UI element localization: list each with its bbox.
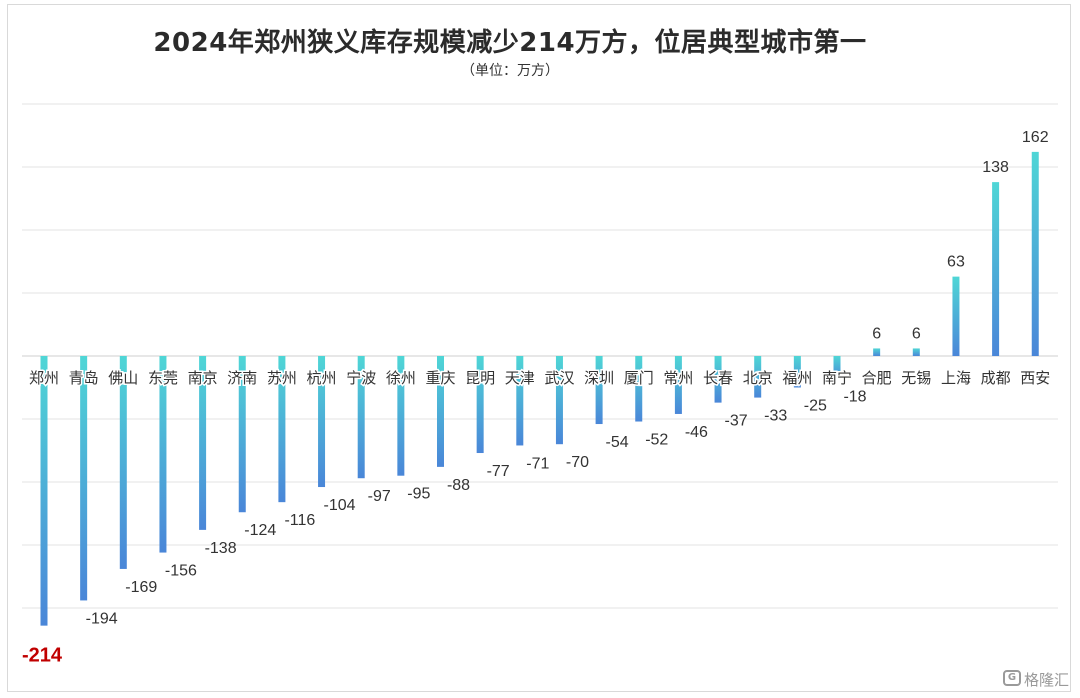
bar-22 xyxy=(912,348,920,356)
tick-label-1: 青岛 xyxy=(69,369,99,387)
bar-23 xyxy=(952,276,960,356)
tick-label-9: 徐州 xyxy=(386,369,416,387)
data-label-24: 138 xyxy=(982,159,1009,176)
data-label-1: -194 xyxy=(86,610,118,627)
tick-label-24: 成都 xyxy=(981,369,1011,387)
watermark-logo-icon: G xyxy=(1003,670,1021,686)
data-label-7: -104 xyxy=(324,497,356,514)
tick-label-3: 东莞 xyxy=(148,369,178,387)
data-label-5: -124 xyxy=(244,522,276,539)
data-label-2: -169 xyxy=(125,579,157,596)
bar-25 xyxy=(1031,151,1039,356)
tick-label-0: 郑州 xyxy=(29,369,59,387)
bar-9 xyxy=(397,356,405,476)
data-labels: -214 -194 -169 -156 -138 -124 -116 -104 -97 -95 -8… xyxy=(22,129,1049,667)
tick-label-11: 昆明 xyxy=(465,369,495,387)
tick-label-10: 重庆 xyxy=(425,369,455,387)
tick-label-8: 宁波 xyxy=(346,369,376,387)
data-label-25: 162 xyxy=(1022,129,1049,146)
data-label-16: -46 xyxy=(685,424,708,441)
data-label-17: -37 xyxy=(724,413,747,430)
bar-1 xyxy=(80,356,88,601)
data-label-21: 6 xyxy=(872,325,881,342)
bar-11 xyxy=(476,356,484,454)
bar-12 xyxy=(516,356,524,446)
tick-label-15: 厦门 xyxy=(624,369,654,387)
bar-3 xyxy=(159,356,167,553)
data-label-15: -52 xyxy=(645,432,668,449)
bar-6 xyxy=(278,356,286,503)
tick-label-14: 深圳 xyxy=(584,369,614,387)
tick-label-23: 上海 xyxy=(941,369,971,387)
bar-5 xyxy=(238,356,246,513)
tick-label-4: 南京 xyxy=(188,369,218,387)
bar-16 xyxy=(674,356,682,414)
data-label-8: -97 xyxy=(368,488,391,505)
data-label-0: -214 xyxy=(22,645,63,667)
data-label-11: -77 xyxy=(487,463,510,480)
bar-8 xyxy=(357,356,365,479)
tick-label-22: 无锡 xyxy=(901,369,931,387)
bar-4 xyxy=(199,356,207,530)
chart-unit-label: （单位：万方） xyxy=(461,63,559,79)
tick-label-13: 武汉 xyxy=(544,369,574,387)
watermark-text: 格隆汇 xyxy=(1024,671,1070,689)
data-label-10: -88 xyxy=(447,477,470,494)
bar-17 xyxy=(714,356,722,403)
bar-7 xyxy=(318,356,326,488)
bar-15 xyxy=(635,356,643,422)
bar-0 xyxy=(40,356,48,626)
tick-label-16: 常州 xyxy=(663,369,693,387)
category-tick-labels: 郑州 青岛 佛山 东莞 南京 济南 苏州 杭州 宁波 徐州 重庆 昆明 天津 武汉 深圳 厦门 常州 长春 北京 福州… xyxy=(27,368,1051,389)
data-label-19: -25 xyxy=(804,398,827,415)
data-label-23: 63 xyxy=(947,254,965,271)
bar-24 xyxy=(992,182,1000,356)
data-label-22: 6 xyxy=(912,325,921,342)
tick-label-25: 西安 xyxy=(1020,369,1050,387)
tick-label-6: 苏州 xyxy=(267,369,297,387)
tick-label-12: 天津 xyxy=(505,369,535,387)
bar-14 xyxy=(595,356,603,425)
data-label-4: -138 xyxy=(205,540,237,557)
tick-label-20: 南宁 xyxy=(822,369,852,387)
bar-21 xyxy=(873,348,881,356)
data-label-20: -18 xyxy=(843,389,866,406)
tick-label-21: 合肥 xyxy=(862,369,892,387)
data-label-14: -54 xyxy=(606,434,629,451)
tick-label-2: 佛山 xyxy=(108,369,138,387)
data-label-18: -33 xyxy=(764,408,787,425)
bar-20 xyxy=(833,356,841,379)
tick-label-5: 济南 xyxy=(227,369,257,387)
bar-19 xyxy=(793,356,801,388)
tick-label-18: 北京 xyxy=(743,369,773,387)
bar-18 xyxy=(754,356,762,398)
data-label-9: -95 xyxy=(407,486,430,503)
tick-label-7: 杭州 xyxy=(307,369,337,387)
gridlines xyxy=(22,103,1058,609)
bar-2 xyxy=(119,356,127,569)
chart-frame xyxy=(7,4,1071,692)
bar-13 xyxy=(555,356,563,445)
bars xyxy=(40,151,1039,626)
data-label-6: -116 xyxy=(284,512,315,529)
data-label-3: -156 xyxy=(165,563,197,580)
bar-10 xyxy=(437,356,444,467)
tick-label-19: 福州 xyxy=(782,369,812,387)
data-label-12: -71 xyxy=(526,455,549,472)
tick-label-17: 长春 xyxy=(703,369,733,387)
data-label-13: -70 xyxy=(566,454,589,471)
chart-title: 2024年郑州狭义库存规模减少214万方，位居典型城市第一 xyxy=(153,28,867,58)
